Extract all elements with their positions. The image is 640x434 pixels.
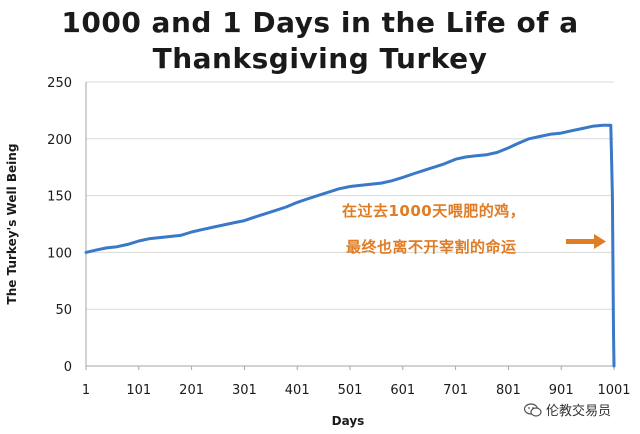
watermark: 伦教交易员 [524,400,611,419]
x-tick-label: 901 [549,383,574,398]
y-tick-label: 50 [55,303,72,318]
tick-labels: 0 50 100 150 200 250 1 101 201 301 401 501 601 701 801… [47,76,630,398]
y-tick-label: 250 [47,76,72,91]
y-tick-label: 0 [64,360,72,375]
x-tick-label: 1001 [597,383,630,398]
x-axis-label: Days [332,414,365,428]
grid-lines [86,81,614,367]
x-tick-label: 501 [338,383,363,398]
y-tick-label: 200 [47,133,72,148]
x-tick-label: 401 [285,383,310,398]
x-tick-label: 801 [496,383,521,398]
x-tick-label: 201 [179,383,204,398]
x-tick-label: 301 [232,383,257,398]
series-layer [84,123,616,368]
watermark-text: 伦教交易员 [546,404,612,419]
x-tick-label: 601 [390,383,415,398]
arrow-head [594,234,606,249]
arrow-shaft [566,239,596,244]
x-tick-label: 1 [82,383,90,398]
x-tick-label: 101 [126,383,151,398]
series-line-0 [84,123,616,368]
y-axis-label: The Turkey's Well Being [5,144,19,305]
annotation-text-line-1: 在过去1000天喂肥的鸡， [342,202,526,220]
chart-title-line-1: 1000 and 1 Days in the Life of a [61,6,579,39]
y-tick-label: 150 [47,190,72,205]
chart-title-line-2: Thanksgiving Turkey [152,42,488,75]
annotation-text-line-2: 最终也离不开宰割的命运 [346,238,517,256]
wechat-icon [524,402,542,417]
x-tick-label: 701 [443,383,468,398]
y-tick-label: 100 [47,246,72,261]
axes [85,82,615,370]
annotation-arrow [566,234,606,249]
